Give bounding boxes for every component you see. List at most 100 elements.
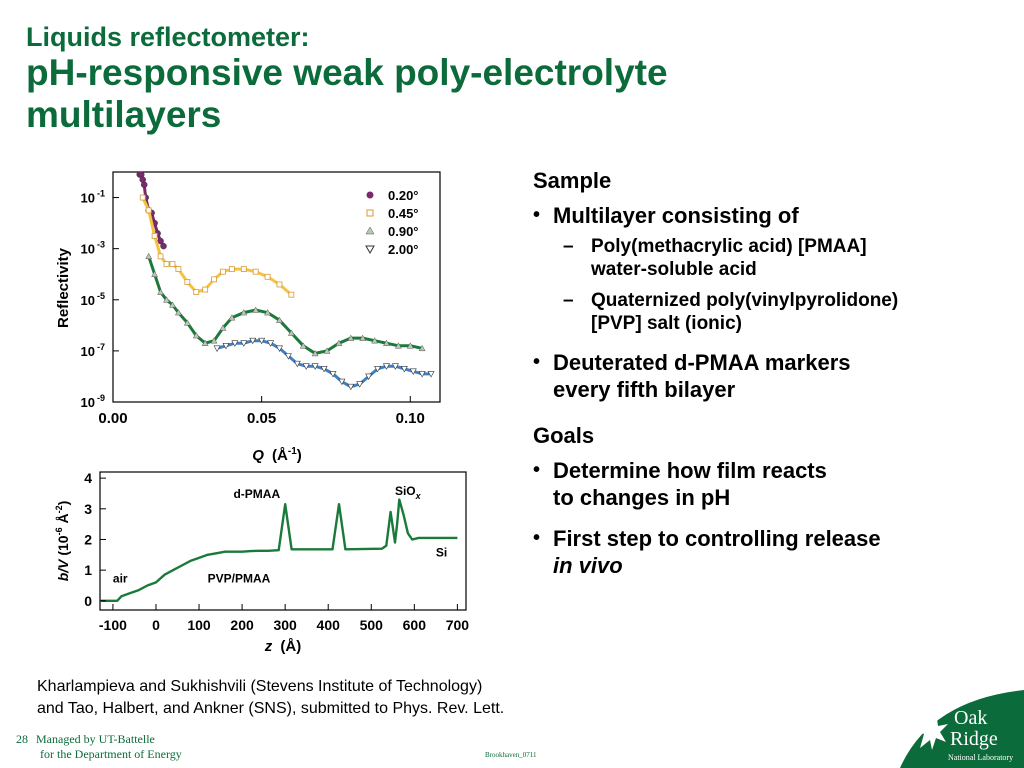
plot-frame [99, 471, 467, 611]
y-axis-label: b/V (10-6 Å-2) [54, 501, 71, 582]
y-tick-label: 0 [84, 593, 92, 609]
slide-subtitle: Liquids reflectometer: [26, 22, 310, 52]
data-point [252, 306, 260, 313]
y-tick-label: 4 [84, 470, 92, 486]
data-point [151, 232, 158, 239]
data-point [382, 363, 390, 370]
chart-legend: 0.20° 0.45° 0.90° 2.00° [365, 188, 419, 257]
data-point [276, 316, 283, 323]
bullet-dot: • [533, 204, 541, 226]
plot-frame [112, 171, 441, 403]
chart-annotation: d-PMAA [233, 487, 280, 501]
x-tick-label: 0.00 [98, 410, 127, 427]
legend-marker [365, 245, 375, 255]
sub-bullet-pmaa: – Poly(methacrylic acid) [PMAA] water-so… [533, 235, 1003, 281]
bullet-text: Deuterated d-PMAA markers [553, 350, 851, 375]
data-point [163, 296, 170, 303]
data-point [220, 268, 226, 275]
data-point [157, 253, 164, 260]
data-point [264, 309, 272, 316]
data-point [249, 337, 257, 345]
data-point [374, 365, 382, 373]
logo-word-oak: Oak [954, 707, 987, 729]
data-point [365, 373, 373, 381]
data-point [213, 345, 221, 352]
data-point [284, 353, 292, 360]
data-point [175, 266, 182, 273]
y-tick-label: 10 [81, 191, 95, 206]
data-point [264, 273, 271, 280]
data-point [183, 319, 191, 326]
x-axis-label: Q (Å-1) [252, 446, 302, 464]
x-tick-label: 100 [187, 617, 211, 633]
x-tick-label: 0.10 [396, 410, 425, 427]
y-tick-exponent: -1 [97, 189, 105, 199]
y-tick-label: 10 [81, 344, 95, 359]
bullet-dot: • [533, 527, 541, 549]
data-point [145, 252, 153, 260]
x-axis-label: z (Å) [264, 638, 302, 655]
data-point [311, 349, 319, 357]
series-line-2 [147, 255, 423, 355]
y-axis-label: Reflectivity [55, 247, 72, 328]
data-point [140, 181, 148, 189]
data-point [347, 334, 355, 341]
data-point [383, 339, 390, 346]
data-point [359, 334, 367, 341]
y-tick-label: 3 [84, 501, 92, 517]
data-point [201, 339, 209, 346]
data-point [160, 242, 167, 250]
data-point [192, 332, 200, 339]
data-point [231, 340, 239, 347]
y-tick-label: 10 [81, 395, 95, 410]
data-point [409, 368, 417, 375]
x-tick-label: -100 [99, 617, 127, 633]
data-point [139, 194, 146, 201]
slide-title-line1: pH-responsive weak poly-electrolyte [26, 52, 668, 93]
footer: 28 Managed by UT-Battelle for the Departm… [16, 732, 182, 762]
data-point [202, 286, 209, 293]
sub-bullet-line: Quaternized poly(vinylpyrolidone) [591, 290, 899, 311]
data-point [219, 324, 227, 331]
logo-subtitle: National Laboratory [948, 753, 1013, 762]
x-tick-label: 0 [152, 617, 160, 633]
data-point [287, 329, 295, 336]
data-point [240, 266, 247, 273]
logo-band-shape [900, 690, 1024, 768]
sub-bullet-line: water-soluble acid [591, 259, 757, 280]
data-point [252, 268, 259, 275]
data-point [391, 363, 399, 370]
footer-line: Managed by UT-Battelle [36, 732, 155, 746]
sub-bullet-pvp: – Quaternized poly(vinylpyrolidone) [PVP… [533, 289, 1003, 335]
bullet-determine: • Determine how film reacts to changes i… [533, 457, 1003, 511]
data-point [320, 365, 328, 373]
legend-label: 2.00° [388, 242, 419, 257]
legend-label: 0.45° [388, 206, 419, 221]
data-point [406, 342, 414, 349]
bullet-dot: • [533, 459, 541, 481]
data-point [157, 288, 164, 295]
slide-title-line2: multilayers [26, 94, 222, 135]
chart-annotation: PVP/PMAA [208, 571, 271, 585]
sub-bullet-dash: – [563, 236, 574, 257]
data-point [240, 309, 248, 316]
legend-marker [366, 209, 374, 217]
x-tick-label: 0.05 [247, 410, 276, 427]
data-point [427, 371, 435, 378]
y-tick-exponent: -9 [97, 393, 105, 403]
data-point [394, 342, 402, 349]
data-point [163, 261, 170, 267]
data-point [329, 371, 337, 378]
data-point [288, 291, 295, 298]
data-point [174, 309, 182, 316]
data-point [371, 337, 379, 344]
legend-marker [365, 226, 375, 235]
sample-heading: Sample [533, 168, 612, 193]
data-point [335, 339, 343, 346]
data-point [400, 365, 408, 373]
data-point [302, 363, 310, 370]
y-tick-exponent: -7 [97, 342, 105, 352]
data-point [347, 383, 355, 391]
data-point [267, 340, 275, 347]
x-tick-label: 300 [273, 617, 297, 633]
